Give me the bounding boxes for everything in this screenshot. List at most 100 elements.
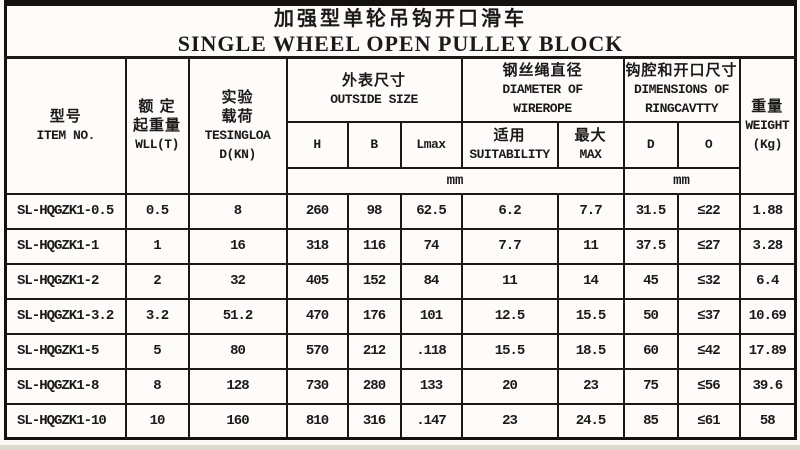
col-header-d: D [622, 120, 679, 169]
suitability-label-zh: 适用 [493, 126, 526, 144]
cell-item-no: SL-HQGZK1-2 [4, 262, 127, 300]
max-label-en: MAX [579, 146, 602, 162]
cell-d: 45 [622, 262, 679, 300]
cell-h: 405 [285, 262, 349, 300]
cell-testing-load: 160 [187, 402, 288, 440]
col-header-o: O [676, 120, 741, 169]
table-row: SL-HQGZK1-10 10 160 810 316 .147 23 24.5… [4, 402, 797, 440]
cell-b: 316 [346, 402, 402, 440]
cell-o: ≤27 [676, 227, 741, 265]
cell-suitability: 6.2 [460, 192, 559, 230]
cell-wll: 8 [124, 367, 190, 405]
outside-size-label-en: OUTSIDE SIZE [330, 91, 418, 107]
group-header-outside-size: 外表尺寸 OUTSIDE SIZE [285, 56, 463, 123]
cell-suitability: 7.7 [460, 227, 559, 265]
wirerope-label-en2: WIREROPE [513, 101, 572, 117]
cell-o: ≤61 [676, 402, 741, 440]
cell-wll: 5 [124, 332, 190, 370]
unit-mm-outside-wirerope: mm [285, 166, 625, 195]
lmax-label: Lmax [416, 137, 446, 152]
cell-weight: 1.88 [738, 192, 797, 230]
group-header-ringcavity: 钩腔和开口尺寸 DIMENSIONS OF RINGCAVTTY [622, 56, 741, 123]
cell-wll: 10 [124, 402, 190, 440]
cell-b: 176 [346, 297, 402, 335]
wll-label-zh2: 起重量 [132, 117, 181, 135]
cell-testing-load: 16 [187, 227, 288, 265]
ringcavity-label-en2: RINGCAVTTY [644, 101, 719, 117]
cell-wll: 1 [124, 227, 190, 265]
cell-suitability: 15.5 [460, 332, 559, 370]
table-row: SL-HQGZK1-1 1 16 318 116 74 7.7 11 37.5 … [4, 227, 797, 265]
cell-lmax: .147 [399, 402, 463, 440]
cell-max: 18.5 [556, 332, 625, 370]
cell-max: 15.5 [556, 297, 625, 335]
col-header-item-no: 型号 ITEM NO. [4, 56, 127, 195]
cell-suitability: 12.5 [460, 297, 559, 335]
weight-label-zh: 重量 [751, 98, 784, 116]
col-header-suitability: 适用 SUITABILITY [460, 120, 559, 169]
col-header-wll: 额 定 起重量 WLL(T) [124, 56, 190, 195]
o-label: O [704, 137, 713, 152]
table-title: 加强型单轮吊钩开口滑车 SINGLE WHEEL OPEN PULLEY BLO… [4, 2, 797, 59]
outside-size-label-zh: 外表尺寸 [341, 71, 406, 89]
cell-d: 85 [622, 402, 679, 440]
table-row: SL-HQGZK1-3.2 3.2 51.2 470 176 101 12.5 … [4, 297, 797, 335]
wirerope-label-zh: 钢丝绳直径 [502, 62, 583, 80]
cell-o: ≤37 [676, 297, 741, 335]
cell-d: 75 [622, 367, 679, 405]
item-no-label-zh: 型号 [49, 107, 82, 125]
col-header-h: H [285, 120, 349, 169]
cell-lmax: .118 [399, 332, 463, 370]
cell-lmax: 74 [399, 227, 463, 265]
cell-h: 570 [285, 332, 349, 370]
cell-b: 212 [346, 332, 402, 370]
table-row: SL-HQGZK1-8 8 128 730 280 133 20 23 75 ≤… [4, 367, 797, 405]
cell-o: ≤56 [676, 367, 741, 405]
cell-max: 23 [556, 367, 625, 405]
col-header-lmax: Lmax [399, 120, 463, 169]
cell-suitability: 23 [460, 402, 559, 440]
col-header-weight: 重量 WEIGHT (Kg) [738, 56, 797, 195]
cell-testing-load: 80 [187, 332, 288, 370]
cell-weight: 17.89 [738, 332, 797, 370]
weight-label-unit: (Kg) [752, 137, 783, 153]
cell-testing-load: 128 [187, 367, 288, 405]
cell-weight: 10.69 [738, 297, 797, 335]
cell-weight: 6.4 [738, 262, 797, 300]
b-label: B [370, 137, 378, 152]
testing-load-label-en2: D(KN) [219, 146, 256, 162]
col-header-max: 最大 MAX [556, 120, 625, 169]
cell-d: 50 [622, 297, 679, 335]
cell-wll: 3.2 [124, 297, 190, 335]
title-chinese: 加强型单轮吊钩开口滑车 [274, 8, 528, 30]
cell-o: ≤32 [676, 262, 741, 300]
cell-b: 152 [346, 262, 402, 300]
cell-d: 37.5 [622, 227, 679, 265]
cell-h: 318 [285, 227, 349, 265]
max-label-zh: 最大 [574, 126, 607, 144]
ringcavity-label-en1: DIMENSIONS OF [634, 82, 729, 98]
cell-testing-load: 51.2 [187, 297, 288, 335]
unit-mm-ringcavity: mm [622, 166, 741, 195]
cell-wll: 0.5 [124, 192, 190, 230]
cell-b: 98 [346, 192, 402, 230]
cell-h: 260 [285, 192, 349, 230]
wirerope-label-en1: DIAMETER OF [502, 82, 583, 98]
cell-item-no: SL-HQGZK1-0.5 [4, 192, 127, 230]
cell-testing-load: 32 [187, 262, 288, 300]
cell-item-no: SL-HQGZK1-5 [4, 332, 127, 370]
cell-item-no: SL-HQGZK1-1 [4, 227, 127, 265]
weight-label-en: WEIGHT [745, 118, 790, 134]
title-english: SINGLE WHEEL OPEN PULLEY BLOCK [177, 31, 624, 56]
cell-h: 810 [285, 402, 349, 440]
scan-edge-artifact [0, 445, 800, 450]
testing-load-label-zh2: 载荷 [221, 107, 254, 125]
cell-wll: 2 [124, 262, 190, 300]
cell-max: 24.5 [556, 402, 625, 440]
cell-b: 116 [346, 227, 402, 265]
cell-weight: 3.28 [738, 227, 797, 265]
spec-table: 加强型单轮吊钩开口滑车 SINGLE WHEEL OPEN PULLEY BLO… [4, 0, 798, 440]
cell-suitability: 11 [460, 262, 559, 300]
cell-d: 60 [622, 332, 679, 370]
